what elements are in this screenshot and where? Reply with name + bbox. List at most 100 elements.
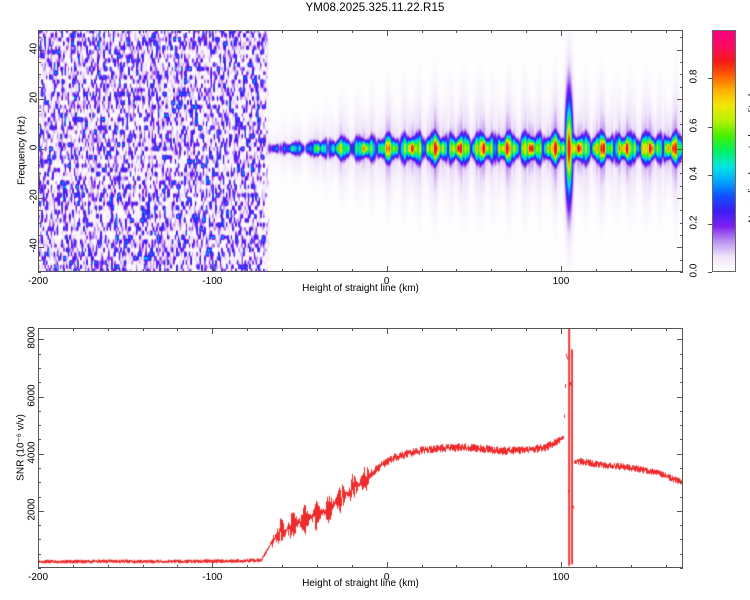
- axis-tick-mark: [677, 510, 683, 512]
- axis-minor-tick-mark: [316, 328, 318, 331]
- axis-minor-tick-mark: [38, 525, 41, 527]
- colorbar-tick-mark: [708, 272, 712, 273]
- axis-minor-tick-mark: [142, 328, 144, 331]
- axis-tick-mark: [386, 328, 388, 334]
- axis-minor-tick-mark: [680, 468, 683, 469]
- x-tick-label: -200: [27, 572, 48, 583]
- axis-tick-mark: [560, 30, 562, 36]
- axis-tick-mark: [38, 510, 44, 512]
- axis-minor-tick-mark: [107, 328, 109, 331]
- axis-minor-tick-mark: [72, 269, 74, 272]
- snr-panel: [38, 328, 683, 568]
- axis-minor-tick-mark: [680, 525, 683, 527]
- axis-minor-tick-mark: [38, 62, 41, 64]
- axis-minor-tick-mark: [72, 328, 74, 331]
- y-tick-label: 2000: [26, 498, 38, 521]
- axis-tick-mark: [38, 266, 39, 272]
- axis-minor-tick-mark: [38, 160, 41, 162]
- axis-tick-mark: [212, 328, 214, 334]
- axis-minor-tick-mark: [177, 565, 179, 568]
- axis-minor-tick-mark: [142, 565, 144, 568]
- axis-minor-tick-mark: [142, 30, 144, 33]
- y-tick-label: 40: [28, 42, 40, 54]
- axis-minor-tick-mark: [247, 328, 249, 331]
- axis-minor-tick-mark: [526, 565, 528, 568]
- axis-minor-tick-mark: [630, 269, 632, 272]
- axis-minor-tick-mark: [680, 425, 683, 427]
- axis-minor-tick-mark: [680, 222, 683, 224]
- x-tick-label: -200: [27, 276, 48, 287]
- axis-tick-mark: [386, 562, 388, 568]
- axis-tick-mark: [677, 339, 683, 341]
- axis-tick-mark: [212, 30, 214, 36]
- axis-minor-tick-mark: [38, 353, 41, 355]
- axis-minor-tick-mark: [316, 565, 318, 568]
- snr-y-axis-label: SNR (10⁻⁶ v/v): [15, 414, 27, 481]
- axis-minor-tick-mark: [595, 269, 597, 272]
- axis-minor-tick-mark: [107, 565, 109, 568]
- axis-minor-tick-mark: [595, 328, 597, 331]
- axis-minor-tick-mark: [680, 62, 683, 64]
- colorbar-tick-label: 0.4: [688, 166, 700, 181]
- axis-minor-tick-mark: [665, 269, 667, 272]
- axis-minor-tick-mark: [421, 328, 423, 331]
- colorbar-tick-mark: [708, 223, 712, 225]
- axis-minor-tick-mark: [680, 496, 683, 498]
- axis-minor-tick-mark: [491, 565, 493, 568]
- axis-minor-tick-mark: [680, 86, 683, 88]
- axis-tick-mark: [38, 148, 44, 150]
- axis-minor-tick-mark: [680, 210, 683, 212]
- axis-minor-tick-mark: [316, 30, 318, 33]
- axis-minor-tick-mark: [38, 368, 41, 369]
- axis-minor-tick-mark: [526, 269, 528, 272]
- axis-minor-tick-mark: [680, 410, 683, 412]
- axis-minor-tick-mark: [491, 30, 493, 33]
- y-tick-label: 6000: [26, 383, 38, 407]
- axis-tick-mark: [38, 49, 44, 51]
- x-tick-label: 100: [552, 276, 570, 287]
- axis-minor-tick-mark: [247, 269, 249, 272]
- axis-minor-tick-mark: [680, 568, 683, 569]
- axis-minor-tick-mark: [665, 30, 667, 33]
- axis-tick-mark: [677, 197, 683, 199]
- axis-tick-mark: [38, 247, 44, 249]
- colorbar-tick-label: 0.0: [688, 263, 700, 278]
- colorbar-tick-label: 0.6: [688, 118, 700, 133]
- axis-minor-tick-mark: [38, 259, 41, 261]
- axis-minor-tick-mark: [177, 328, 179, 331]
- axis-minor-tick-mark: [680, 382, 683, 384]
- spectrogram-image: [39, 31, 682, 271]
- axis-minor-tick-mark: [38, 425, 41, 427]
- axis-minor-tick-mark: [282, 269, 284, 272]
- y-tick-label: 0: [28, 144, 40, 150]
- axis-minor-tick-mark: [456, 565, 458, 568]
- spectrogram-x-axis-label: Height of straight line (km): [302, 283, 419, 294]
- y-tick-label: 4000: [26, 441, 38, 464]
- axis-minor-tick-mark: [630, 30, 632, 33]
- axis-minor-tick-mark: [38, 111, 41, 113]
- colorbar: [712, 30, 736, 272]
- axis-minor-tick-mark: [680, 234, 683, 236]
- axis-minor-tick-mark: [282, 565, 284, 568]
- colorbar-tick-mark: [708, 126, 712, 128]
- snr-trace: [39, 329, 682, 567]
- axis-minor-tick-mark: [38, 74, 41, 76]
- axis-minor-tick-mark: [316, 269, 318, 272]
- axis-minor-tick-mark: [456, 269, 458, 272]
- axis-minor-tick-mark: [247, 30, 249, 33]
- axis-tick-mark: [38, 453, 44, 455]
- axis-tick-mark: [38, 396, 44, 398]
- axis-tick-mark: [212, 266, 214, 272]
- axis-minor-tick-mark: [38, 173, 41, 175]
- axis-minor-tick-mark: [526, 328, 528, 331]
- axis-minor-tick-mark: [680, 111, 683, 113]
- axis-minor-tick-mark: [456, 30, 458, 33]
- axis-minor-tick-mark: [680, 136, 683, 138]
- axis-minor-tick-mark: [680, 74, 683, 76]
- axis-minor-tick-mark: [107, 30, 109, 33]
- axis-minor-tick-mark: [38, 496, 41, 498]
- colorbar-tick-label: 0.8: [688, 69, 700, 84]
- x-tick-label: 0: [383, 572, 390, 583]
- axis-minor-tick-mark: [680, 439, 683, 441]
